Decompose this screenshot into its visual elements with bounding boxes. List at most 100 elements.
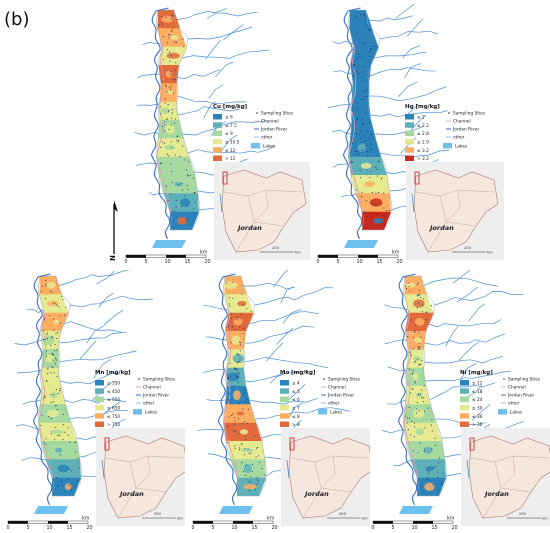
concentration-patch — [164, 145, 176, 150]
sampling-site — [259, 461, 261, 464]
scale-bar-segment — [193, 521, 213, 524]
sampling-site — [171, 30, 173, 32]
inset-map: Jordan 200 km — [461, 428, 550, 526]
sampling-site — [186, 185, 188, 187]
scale-tick-label: 10 — [357, 259, 363, 265]
sampling-site — [67, 478, 69, 480]
concentration-patch — [364, 181, 375, 187]
legend-class-label: ≤ 8 — [292, 414, 300, 420]
scale-tick-label: 5 — [212, 525, 215, 531]
sampling-site — [159, 113, 162, 115]
tributary-branch — [208, 84, 224, 99]
sampling-site — [412, 369, 414, 372]
concentration-patch — [413, 408, 425, 419]
sampling-site — [247, 423, 249, 425]
sampling-site — [352, 142, 354, 144]
sampling-site — [226, 326, 228, 329]
sampling-site — [50, 433, 52, 435]
sampling-site — [188, 160, 190, 162]
inset-map: Jordan 200 km — [214, 162, 310, 260]
sampling-site — [171, 109, 173, 111]
sampling-site — [416, 283, 418, 285]
sampling-site — [52, 393, 54, 395]
tributary-river — [59, 350, 137, 363]
west-wadi — [149, 191, 165, 196]
inset-country-label: Jordan — [483, 490, 509, 498]
sampling-site — [417, 452, 419, 454]
sampling-site — [406, 417, 408, 419]
tributary-river — [243, 325, 314, 344]
sampling-site — [59, 322, 61, 324]
sampling-site — [354, 151, 356, 153]
concentration-patch — [64, 483, 72, 491]
sampling-site — [249, 489, 251, 491]
tributary-river — [69, 295, 153, 308]
sampling-site — [44, 396, 46, 398]
sampling-site — [234, 367, 236, 369]
tributary-branch — [395, 4, 415, 19]
map-body: Mo [mg/kg] ≤ 4 ≤ 5 ≤ 6 ≤ 7 ≤ 8 > 8 Sampling Sit… — [192, 270, 370, 531]
tributary-branch — [215, 61, 234, 78]
sampling-site — [416, 307, 418, 309]
inset-river — [219, 193, 223, 213]
sampling-site — [363, 65, 365, 68]
inset-river — [286, 459, 290, 479]
legend-class-label: ≤ 7 — [292, 406, 300, 412]
sampling-site — [412, 336, 414, 338]
legend-swatch — [95, 413, 104, 419]
sampling-site — [56, 376, 58, 378]
sampling-site — [169, 51, 171, 53]
sampling-site — [182, 145, 184, 147]
scale-tick-label: 0 — [192, 525, 195, 531]
legend: Ni [mg/kg] ≤ 12 ≤ 18 ≤ 24 ≤ 30 ≤ 36 > 36 Sampli… — [460, 370, 541, 428]
tributary-branch — [456, 286, 478, 303]
scale-tick-label: 0 — [7, 525, 10, 531]
sampling-site — [359, 169, 361, 171]
sampling-site — [359, 55, 361, 57]
sampling-site — [233, 385, 235, 387]
legend-swatch — [95, 388, 104, 394]
west-wadi — [134, 131, 159, 136]
governorate-borders — [223, 189, 303, 253]
sampling-site — [193, 191, 195, 194]
scale-tick-label: 5 — [145, 259, 148, 265]
sampling-site — [64, 314, 66, 316]
sampling-site — [409, 290, 411, 292]
sampling-site — [247, 408, 249, 410]
legend: Mo [mg/kg] ≤ 4 ≤ 5 ≤ 6 ≤ 7 ≤ 8 > 8 Sampling Sit… — [280, 370, 361, 428]
sampling-site — [62, 424, 64, 426]
tributary-branch — [93, 359, 111, 379]
sampling-site — [46, 333, 48, 335]
sampling-site — [353, 76, 355, 78]
map-panel-mn: Mn [mg/kg] ≤ 350 ≤ 450 ≤ 550 ≤ 650 ≤ 750 > 750… — [0, 270, 185, 532]
sampling-site — [174, 79, 176, 81]
legend-sampling-sites: Sampling Sites — [261, 111, 294, 117]
sampling-site — [43, 330, 45, 332]
sampling-site — [164, 124, 166, 126]
tributary-branch — [406, 18, 424, 37]
concentration-band — [159, 101, 180, 121]
sampling-site — [44, 338, 46, 341]
sampling-site — [50, 402, 52, 404]
west-wadi — [22, 399, 41, 405]
scale-bar-segment — [8, 521, 28, 524]
sampling-site — [413, 422, 415, 424]
jordan-country-shape — [468, 435, 550, 519]
west-wadi — [382, 429, 405, 434]
tributary-branch — [409, 114, 427, 133]
sampling-site — [236, 362, 238, 364]
tributary-river — [59, 372, 118, 385]
inset-river — [466, 459, 470, 479]
sampling-site — [165, 16, 167, 18]
tributary-branch — [468, 303, 485, 322]
sampling-site — [369, 56, 371, 58]
sampling-site — [434, 444, 436, 446]
sampling-site — [50, 417, 52, 419]
sampling-site — [367, 151, 369, 153]
scale-bar-segment — [48, 521, 68, 524]
tributary-branch — [203, 101, 216, 119]
governorate-borders — [290, 455, 370, 519]
legend-swatch — [95, 421, 104, 427]
inset-scale-value: 200 — [272, 246, 280, 250]
sampling-sites — [225, 281, 266, 491]
